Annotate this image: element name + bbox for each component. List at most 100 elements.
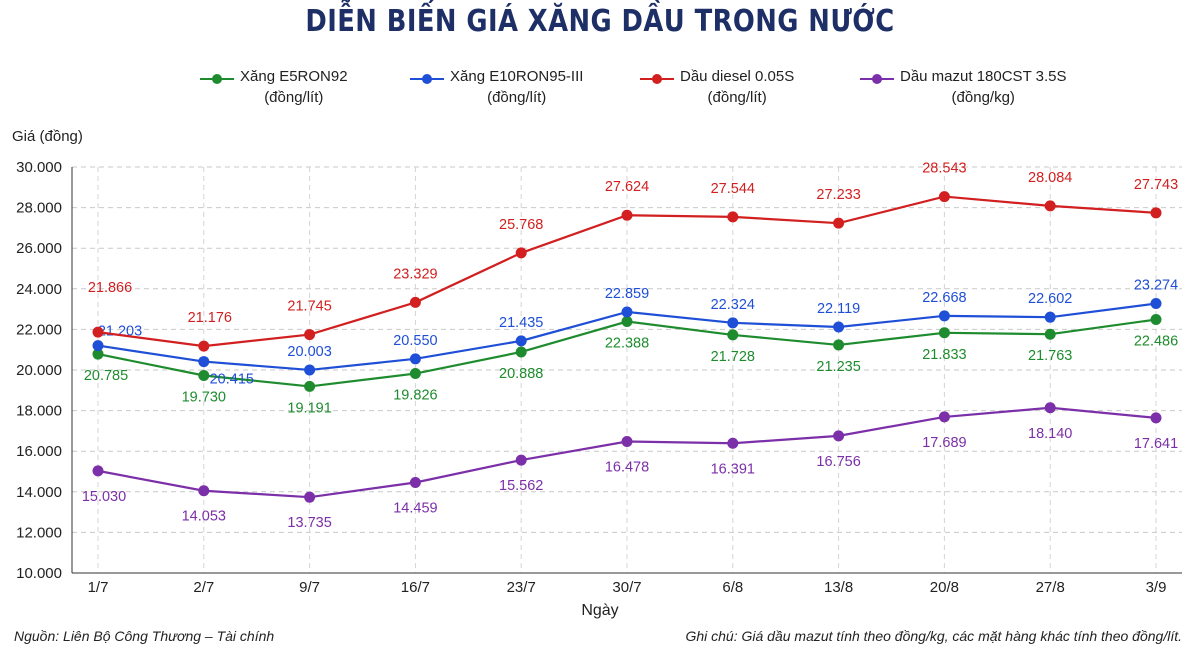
data-point-0-8 <box>938 327 950 339</box>
data-label-2-10: 27.743 <box>1134 177 1178 193</box>
x-tick-label: 30/7 <box>612 579 641 596</box>
data-label-3-1: 14.053 <box>182 509 226 525</box>
data-label-0-5: 22.388 <box>605 336 649 352</box>
data-point-2-5 <box>621 209 633 221</box>
data-point-3-5 <box>621 435 633 447</box>
data-point-1-6 <box>727 317 739 329</box>
data-point-3-1 <box>198 485 210 497</box>
legend-marker-e5ron92 <box>200 74 234 84</box>
data-point-0-4 <box>515 346 527 358</box>
data-point-1-8 <box>938 310 950 322</box>
y-tick-label: 14.000 <box>16 484 62 501</box>
data-label-0-7: 21.235 <box>816 359 860 375</box>
data-label-1-6: 22.324 <box>711 297 755 313</box>
data-label-0-10: 22.486 <box>1134 334 1178 350</box>
legend-marker-diesel <box>640 74 674 84</box>
data-label-2-1: 21.176 <box>188 310 232 326</box>
x-tick-label: 9/7 <box>299 579 320 596</box>
data-label-2-3: 23.329 <box>393 266 437 282</box>
data-point-3-2 <box>304 491 316 503</box>
data-label-1-5: 22.859 <box>605 286 649 302</box>
y-tick-label: 24.000 <box>16 281 62 298</box>
data-label-2-9: 28.084 <box>1028 170 1072 186</box>
data-label-0-6: 21.728 <box>711 349 755 365</box>
y-tick-label: 16.000 <box>16 443 62 460</box>
data-point-2-6 <box>727 211 739 223</box>
legend-unit-mazut: (đồng/kg) <box>951 89 1015 106</box>
data-point-0-7 <box>833 339 845 351</box>
footnote: Ghi chú: Giá dầu mazut tính theo đồng/kg… <box>685 628 1182 644</box>
data-point-0-10 <box>1150 314 1162 326</box>
data-label-2-2: 21.745 <box>287 299 331 315</box>
legend-label-e10ron95: Xăng E10RON95-III <box>450 68 584 85</box>
data-label-2-7: 27.233 <box>816 187 860 203</box>
legend-label-e5ron92: Xăng E5RON92 <box>240 68 348 85</box>
data-point-1-4 <box>515 335 527 347</box>
legend: Xăng E5RON92 (đồng/lít) Xăng E10RON95-II… <box>0 66 1200 116</box>
data-label-1-7: 22.119 <box>817 301 860 317</box>
y-axis-label: Giá (đồng) <box>12 128 83 145</box>
data-point-2-7 <box>833 217 845 229</box>
x-tick-label: 6/8 <box>722 579 743 596</box>
data-point-0-2 <box>304 380 316 392</box>
data-point-1-3 <box>409 353 421 365</box>
y-tick-label: 22.000 <box>16 321 62 338</box>
data-point-0-3 <box>409 368 421 380</box>
data-label-0-8: 21.833 <box>922 347 966 363</box>
data-label-1-3: 20.550 <box>393 333 437 349</box>
data-label-3-2: 13.735 <box>287 515 331 531</box>
data-point-3-4 <box>515 454 527 466</box>
data-label-3-6: 16.391 <box>711 461 755 477</box>
data-label-3-8: 17.689 <box>922 435 966 451</box>
legend-unit-e10ron95: (đồng/lít) <box>487 89 547 106</box>
data-point-3-0 <box>92 465 104 477</box>
data-label-1-10: 23.274 <box>1134 278 1178 294</box>
data-label-2-4: 25.768 <box>499 217 543 233</box>
data-label-3-7: 16.756 <box>816 454 860 470</box>
data-label-3-9: 18.140 <box>1028 426 1072 442</box>
x-tick-label: 20/8 <box>930 579 959 596</box>
data-point-3-8 <box>938 411 950 423</box>
data-point-2-0 <box>92 326 104 338</box>
data-point-1-1 <box>198 356 210 368</box>
data-label-3-3: 14.459 <box>393 500 437 516</box>
data-point-0-1 <box>198 369 210 381</box>
data-label-2-5: 27.624 <box>605 179 649 195</box>
data-label-0-3: 19.826 <box>393 388 437 404</box>
data-label-0-0: 20.785 <box>84 368 128 384</box>
legend-marker-e10ron95 <box>410 74 444 84</box>
data-label-0-4: 20.888 <box>499 366 543 382</box>
data-label-1-9: 22.602 <box>1028 291 1072 307</box>
y-tick-label: 12.000 <box>16 524 62 541</box>
data-label-0-2: 19.191 <box>287 400 331 416</box>
y-tick-label: 30.000 <box>16 159 62 176</box>
x-tick-label: 1/7 <box>88 579 109 596</box>
data-point-3-9 <box>1044 402 1056 414</box>
data-point-0-9 <box>1044 328 1056 340</box>
data-point-1-5 <box>621 306 633 318</box>
legend-marker-mazut <box>860 74 894 84</box>
data-point-1-9 <box>1044 311 1056 323</box>
data-point-1-2 <box>304 364 316 376</box>
legend-label-mazut: Dầu mazut 180CST 3.5S <box>900 68 1067 85</box>
y-tick-label: 10.000 <box>16 565 62 582</box>
data-point-1-0 <box>92 340 104 352</box>
data-label-0-1: 19.730 <box>182 389 226 405</box>
data-point-0-0 <box>92 348 104 360</box>
data-point-0-6 <box>727 329 739 341</box>
data-point-3-10 <box>1150 412 1162 424</box>
data-point-2-9 <box>1044 200 1056 212</box>
x-axis-label: Ngày <box>581 602 619 619</box>
data-point-1-7 <box>833 321 845 333</box>
chart-title: DIỄN BIẾN GIÁ XĂNG DẦU TRONG NƯỚC <box>305 4 895 39</box>
source-note: Nguồn: Liên Bộ Công Thương – Tài chính <box>14 628 275 644</box>
data-point-3-6 <box>727 437 739 449</box>
data-point-3-7 <box>833 430 845 442</box>
data-point-1-10 <box>1150 298 1162 310</box>
data-point-2-4 <box>515 247 527 259</box>
data-label-2-0: 21.866 <box>88 280 132 296</box>
x-tick-label: 3/9 <box>1146 579 1167 596</box>
data-label-2-6: 27.544 <box>711 181 755 197</box>
data-label-1-8: 22.668 <box>922 290 966 306</box>
